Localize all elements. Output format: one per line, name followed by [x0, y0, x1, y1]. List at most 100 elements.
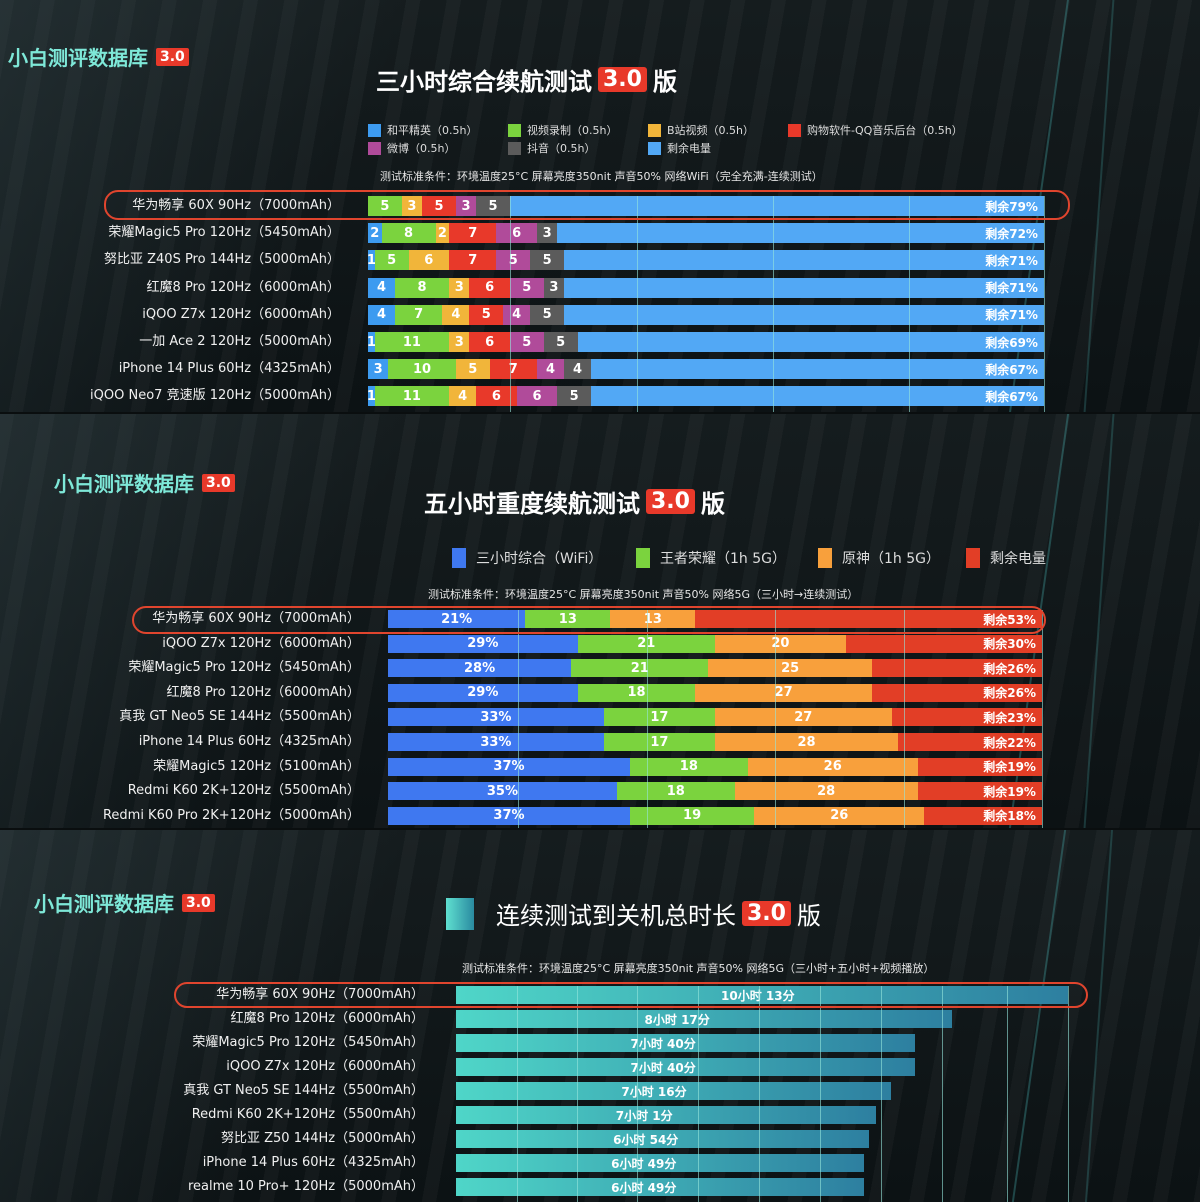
row-label: 红魔8 Pro 120Hz（6000mAh）	[146, 279, 340, 295]
bar-segment: 5	[368, 196, 402, 216]
bar-segment: 6	[496, 223, 537, 244]
row-label: iQOO Z7x 120Hz（6000mAh）	[142, 306, 340, 322]
stacked-bar: 4 8 3 6 5 3 剩余71%	[368, 277, 1044, 298]
gridline	[1044, 196, 1045, 412]
brand-name: 小白测评数据库	[34, 892, 174, 916]
bar-segment: 17	[603, 708, 715, 727]
stacked-bar: 29%2120剩余30%	[388, 634, 1042, 653]
legend-label: 剩余电量	[990, 551, 1046, 567]
row-label: 红魔8 Pro 120Hz（6000mAh）	[166, 684, 360, 700]
bar-segment: 33%	[388, 733, 604, 751]
legend-item: 和平精英（0.5h）	[368, 122, 477, 138]
bar-segment: 3	[536, 223, 558, 244]
bar-segment: 5	[557, 386, 592, 407]
stacked-bar: 1 11 3 6 5 5 剩余69%	[368, 332, 1044, 352]
gridline	[759, 986, 760, 1202]
bar-segment: 2	[368, 223, 382, 244]
legend-swatch-icon	[648, 123, 661, 137]
row-label: 一加 Ace 2 120Hz（5000mAh）	[139, 334, 340, 349]
gridline	[517, 986, 518, 1202]
table-row: Redmi K60 Pro 2K+120Hz（5000mAh） 37% 19 26 剩余…	[0, 806, 1200, 825]
row-label: iQOO Z7x 120Hz（6000mAh）	[226, 1059, 424, 1074]
stacked-bar: 33% 17 28 剩余22%	[388, 733, 1042, 751]
table-row: 红魔8 Pro 120Hz（6000mAh） 29% 18 27 剩余26%	[0, 683, 1200, 702]
bar-segment: 7	[449, 250, 497, 271]
chart-panel-total-duration: 小白测评数据库 3.0 连续测试到关机总时长 3.0 版 测试标准条件：环境温度…	[0, 828, 1200, 1202]
stacked-bar: 37% 19 26 剩余18%	[388, 806, 1042, 825]
bar-segment: 33%	[388, 708, 604, 727]
chart-title: 连续测试到关机总时长 3.0 版	[446, 896, 821, 931]
bar-segment: 29%	[388, 634, 578, 653]
stacked-bar: 1 5 6 7 5 5 剩余71%	[368, 250, 1044, 271]
bar-segment: 7	[449, 223, 497, 244]
bar-segment: 5	[530, 304, 564, 325]
table-row: iQOO Z7x 120Hz（6000mAh） 4 7 4 5 4 5 剩余71%	[0, 304, 1200, 325]
chart-legend: 和平精英（0.5h） 视频录制（0.5h） B站视频（0.5h） 购物软件-QQ音乐后…	[368, 122, 1008, 158]
bar-segment: 剩余19%	[917, 782, 1042, 801]
bar-segment: 13	[610, 610, 696, 628]
bar-segment: 剩余69%	[577, 332, 1044, 352]
bar-segment: 10	[388, 359, 456, 380]
bar-segment: 剩余67%	[591, 386, 1044, 407]
bar-segment: 26	[754, 806, 925, 825]
table-row: iQOO Z7x 120Hz（6000mAh） 29%2120剩余30%	[0, 634, 1200, 653]
bar-segment: 剩余53%	[695, 610, 1042, 628]
stacked-bar: 2 8 2 7 6 3 剩余72%	[368, 223, 1044, 244]
duration-label: 7小时 40分	[630, 1036, 696, 1051]
legend-swatch-icon	[966, 548, 980, 568]
legend-label: 购物软件-QQ音乐后台（0.5h）	[807, 124, 963, 137]
gridline	[637, 986, 638, 1202]
bar-segment: 6	[476, 386, 517, 407]
legend-label: 抖音（0.5h）	[527, 142, 596, 155]
table-row: 荣耀Magic5 120Hz（5100mAh） 37% 18 26 剩余19%	[0, 757, 1200, 776]
bar-segment: 5	[422, 196, 456, 216]
chart-title-text: 三小时综合续航测试	[376, 68, 592, 96]
bar-segment: 剩余67%	[591, 359, 1044, 380]
duration-bar: 10小时 13分	[456, 986, 1068, 1004]
bar-segment: 20	[714, 634, 846, 653]
gridline	[775, 610, 776, 828]
row-label: Redmi K60 2K+120Hz（5500mAh）	[191, 1107, 424, 1122]
legend-label: 和平精英（0.5h）	[387, 124, 478, 137]
row-label: 红魔8 Pro 120Hz（6000mAh）	[230, 1011, 424, 1026]
bar-segment: 6	[516, 386, 558, 407]
legend-swatch-icon	[368, 141, 381, 155]
bar-segment: 6	[408, 250, 450, 271]
row-label: iQOO Z7x 120Hz（6000mAh）	[162, 635, 360, 651]
bar-segment: 7	[489, 359, 537, 380]
table-row: iPhone 14 Plus 60Hz（4325mAh） 6小时 49分	[0, 1154, 1200, 1172]
gridline	[904, 610, 905, 828]
duration-label: 7小时 40分	[630, 1060, 696, 1075]
brand-name: 小白测评数据库	[8, 46, 148, 70]
row-label: 华为畅享 60X 90Hz（7000mAh）	[152, 611, 360, 626]
legend-label: 三小时综合（WiFi）	[476, 551, 603, 567]
bar-segment: 1	[368, 250, 375, 271]
table-row: 荣耀Magic5 Pro 120Hz（5450mAh） 28% 21 25 剩余26%	[0, 659, 1200, 678]
legend-swatch-icon	[818, 548, 832, 568]
chart-title: 三小时综合续航测试 3.0 版	[376, 62, 677, 97]
legend-item: 购物软件-QQ音乐后台（0.5h）	[788, 122, 963, 138]
row-label: 荣耀Magic5 120Hz（5100mAh）	[153, 758, 360, 774]
table-row: 华为畅享 60X 90Hz（7000mAh） 5 3 5 3 5 剩余79%	[0, 196, 1200, 216]
bar-segment: 5	[543, 332, 578, 352]
table-row: 红魔8 Pro 120Hz（6000mAh） 4 8 3 6 5 3 剩余71%	[0, 277, 1200, 298]
legend-item: 王者荣耀（1h 5G）	[636, 548, 786, 568]
brand-name: 小白测评数据库	[54, 472, 194, 496]
table-row: iPhone 14 Plus 60Hz（4325mAh） 33% 17 28 剩余22%	[0, 733, 1200, 751]
row-label: Redmi K60 Pro 2K+120Hz（5000mAh）	[102, 807, 360, 823]
bar-segment: 21%	[388, 610, 526, 628]
legend-item: B站视频（0.5h）	[648, 122, 754, 138]
chart-rows: 华为畅享 60X 90Hz（7000mAh） 21% 13 13 剩余53% iQOO Z…	[0, 610, 1200, 828]
legend-swatch-icon	[508, 141, 521, 155]
bar-segment: 剩余22%	[898, 733, 1042, 751]
chart-panel-five-hour: 小白测评数据库 3.0 五小时重度续航测试 3.0 版 三小时综合（WiFi） 王…	[0, 412, 1200, 828]
row-label: 华为畅享 60X 90Hz（7000mAh）	[216, 987, 424, 1002]
bar-segment: 5	[374, 250, 409, 271]
row-label: iQOO Neo7 竞速版 120Hz（5000mAh）	[90, 388, 340, 404]
bar-segment: 18	[629, 757, 748, 776]
bar-segment: 剩余26%	[871, 659, 1042, 678]
legend-label: B站视频（0.5h）	[667, 124, 755, 137]
title-suffix: 版	[700, 490, 725, 518]
bar-segment: 21	[571, 659, 709, 678]
duration-bar: 8小时 17分	[456, 1010, 953, 1028]
